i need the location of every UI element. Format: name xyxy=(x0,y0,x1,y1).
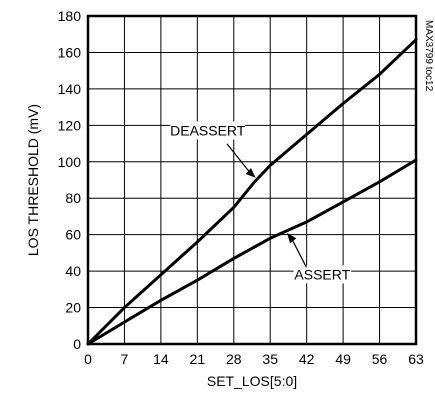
x-tick-label-9: 63 xyxy=(408,351,424,367)
annotation-leader-deassert xyxy=(226,143,251,173)
annotation-arrowhead-deassert xyxy=(245,168,256,178)
annotation-label-assert: ASSERT xyxy=(294,266,350,282)
y-tick-label-0: 0 xyxy=(73,336,81,352)
x-tick-label-8: 56 xyxy=(372,351,388,367)
annotation-arrowhead-assert xyxy=(287,232,297,244)
watermark-label: MAX3799 toc12 xyxy=(423,20,434,92)
annotations: DEASSERT ASSERT xyxy=(170,121,352,284)
plot-frame xyxy=(86,14,418,346)
x-tick-label-7: 49 xyxy=(335,351,351,367)
series-line-assert xyxy=(86,158,418,346)
x-tick-label-3: 21 xyxy=(190,351,206,367)
annotation-bg-deassert xyxy=(170,121,246,140)
x-tick-label-4: 28 xyxy=(226,351,242,367)
y-tick-label-9: 180 xyxy=(58,8,82,24)
y-tick-label-4: 80 xyxy=(65,190,81,206)
x-tick-label-2: 14 xyxy=(153,351,169,367)
x-tick-label-6: 42 xyxy=(299,351,315,367)
annotation-leader-assert xyxy=(291,238,307,268)
annotation-label-deassert: DEASSERT xyxy=(170,122,246,138)
x-tick-label-0: 0 xyxy=(84,351,92,367)
x-tick-label-5: 35 xyxy=(262,351,278,367)
y-tick-label-2: 40 xyxy=(65,263,81,279)
series-line-deassert xyxy=(86,38,418,346)
y-tick-label-1: 20 xyxy=(65,300,81,316)
x-axis-label: SET_LOS[5:0] xyxy=(207,373,297,389)
y-tick-label-8: 160 xyxy=(58,44,82,60)
series-group xyxy=(86,38,418,346)
y-tick-label-6: 120 xyxy=(58,117,82,133)
y-tick-label-7: 140 xyxy=(58,81,82,97)
x-tick-label-1: 7 xyxy=(121,351,129,367)
y-axis-label: LOS THRESHOLD (mV) xyxy=(25,104,41,256)
y-tick-label-3: 60 xyxy=(65,227,81,243)
y-tick-label-5: 100 xyxy=(58,154,82,170)
y-tick-labels: 0 20 40 60 80 100 120 140 160 180 xyxy=(58,8,82,352)
x-tick-labels: 0 7 14 21 28 35 42 49 56 63 xyxy=(84,351,424,367)
annotation-bg-assert xyxy=(293,265,352,284)
